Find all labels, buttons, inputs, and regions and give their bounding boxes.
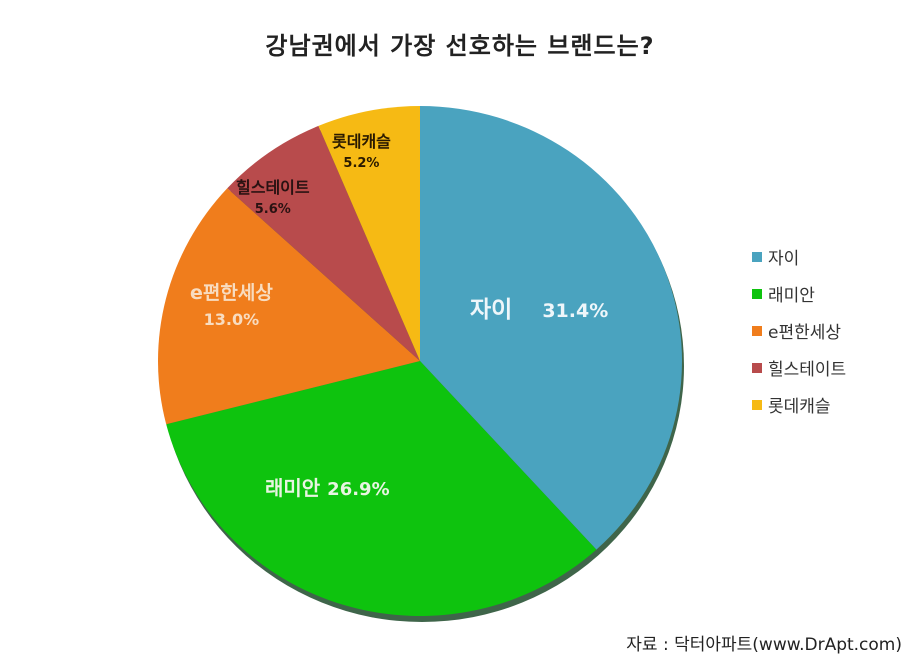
pie-slice-3 xyxy=(227,125,420,361)
legend-item-hillstate: 힐스테이트 xyxy=(752,349,846,386)
slice-label-name: 자이 xyxy=(470,297,513,323)
slice-label-name: 힐스테이트 xyxy=(236,178,310,197)
slice-label-value: 31.4% xyxy=(542,300,609,322)
legend-swatch-icon xyxy=(752,251,762,262)
legend-label: e편한세상 xyxy=(768,323,842,343)
slice-label-value: 13.0% xyxy=(203,309,260,329)
pie-slice-2 xyxy=(157,188,420,425)
slice-label-name: 롯데캐슬 xyxy=(332,132,391,151)
slice-label-name: e편한세상 xyxy=(190,282,273,304)
legend-label: 래미안 xyxy=(768,286,815,306)
legend-swatch-icon xyxy=(752,288,762,299)
legend-swatch-icon xyxy=(752,399,762,410)
pie-slice-0 xyxy=(420,106,683,550)
pie-slice-1 xyxy=(166,361,597,617)
slice-label-xi: 자이 31.4% xyxy=(470,296,608,325)
legend-label: 힐스테이트 xyxy=(768,360,847,380)
legend-item-raemian: 래미안 xyxy=(752,275,846,312)
legend-swatch-icon xyxy=(752,362,762,373)
slice-label-epyeonhan: e편한세상 13.0% xyxy=(190,282,273,330)
legend-label: 롯데캐슬 xyxy=(768,397,831,417)
source-note: 자료 : 닥터아파트(www.DrApt.com) xyxy=(626,635,902,655)
legend-item-epyeonhan: e편한세상 xyxy=(752,312,846,349)
pie-slice-4 xyxy=(318,106,420,361)
legend-item-xi: 자이 xyxy=(752,238,846,275)
legend-label: 자이 xyxy=(768,249,800,269)
slice-label-name: 래미안 xyxy=(265,476,321,500)
chart-title: 강남권에서 가장 선호하는 브랜드는? xyxy=(265,32,655,60)
legend-item-lottecastle: 롯데캐슬 xyxy=(752,386,846,423)
slice-label-lottecastle: 롯데캐슬 5.2% xyxy=(332,132,391,172)
pie-slices xyxy=(157,106,683,617)
slice-label-raemian: 래미안 26.9% xyxy=(265,476,390,502)
legend-swatch-icon xyxy=(752,325,762,336)
slice-label-hillstate: 힐스테이트 5.6% xyxy=(236,178,310,218)
slice-label-value: 26.9% xyxy=(327,479,390,500)
slice-label-value: 5.2% xyxy=(343,156,380,171)
legend: 자이 래미안 e편한세상 힐스테이트 롯데캐슬 xyxy=(752,238,846,423)
slice-label-value: 5.6% xyxy=(254,202,291,217)
